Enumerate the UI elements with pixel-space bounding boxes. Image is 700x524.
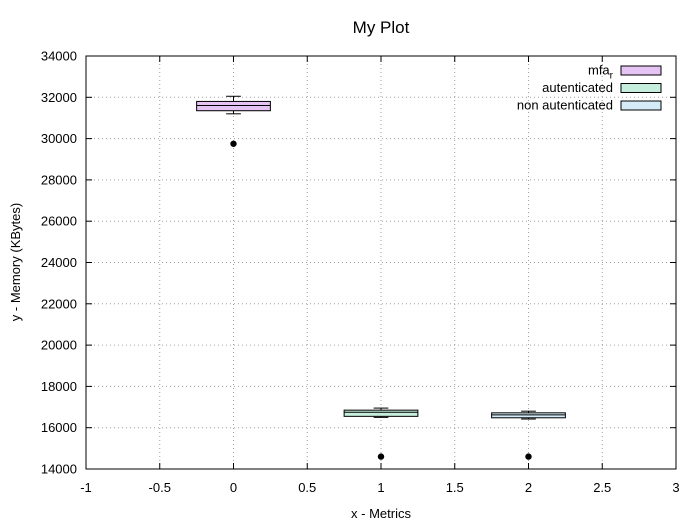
x-tick-label: 0 bbox=[230, 480, 237, 495]
outlier-point bbox=[377, 453, 385, 460]
y-tick-label: 22000 bbox=[41, 296, 77, 311]
x-tick-label: 2.5 bbox=[593, 480, 611, 495]
box-body bbox=[343, 409, 419, 417]
y-tick-label: 28000 bbox=[41, 172, 77, 187]
y-tick-label: 20000 bbox=[41, 338, 77, 353]
x-tick-label: 0.5 bbox=[298, 480, 316, 495]
x-tick-label: 3 bbox=[672, 480, 679, 495]
y-tick-label: 30000 bbox=[41, 131, 77, 146]
box-series bbox=[196, 95, 566, 460]
x-tick-label: -1 bbox=[80, 480, 92, 495]
outlier-point bbox=[525, 453, 532, 460]
box-body bbox=[196, 100, 271, 112]
y-tick-label: 34000 bbox=[41, 49, 77, 64]
legend-entry-label: autenticated bbox=[542, 80, 613, 95]
y-tick-label: 32000 bbox=[41, 90, 77, 105]
y-tick-label: 14000 bbox=[41, 462, 77, 477]
x-axis-label: x - Metrics bbox=[351, 506, 411, 521]
legend-swatch bbox=[620, 100, 662, 111]
x-tick-label: 1 bbox=[377, 480, 384, 495]
outlier-point bbox=[230, 140, 237, 147]
legend-entry-label: mfar bbox=[588, 63, 614, 82]
y-tick-label: 16000 bbox=[41, 420, 77, 435]
x-tick-label: -0.5 bbox=[149, 480, 171, 495]
chart-title: My Plot bbox=[353, 18, 410, 37]
box-non-autenticated bbox=[491, 410, 566, 460]
axis-ticks: -1 -0.5 0 0.5 1 1.5 2 2.5 3 14000 16000 18000 20000 2… bbox=[41, 49, 680, 496]
legend-swatch bbox=[620, 83, 662, 93]
y-tick-label: 26000 bbox=[41, 214, 77, 229]
box-autenticated bbox=[343, 407, 419, 460]
x-tick-label: 1.5 bbox=[446, 480, 464, 495]
y-tick-label: 18000 bbox=[41, 379, 77, 394]
x-tick-label: 2 bbox=[525, 480, 532, 495]
box-mfa bbox=[196, 95, 271, 147]
legend-entry-label: non autenticated bbox=[517, 98, 613, 113]
grid-lines bbox=[86, 56, 676, 469]
y-axis-label: y - Memory (KBytes) bbox=[8, 203, 23, 321]
y-tick-label: 24000 bbox=[41, 255, 77, 270]
legend-swatch bbox=[620, 65, 662, 76]
